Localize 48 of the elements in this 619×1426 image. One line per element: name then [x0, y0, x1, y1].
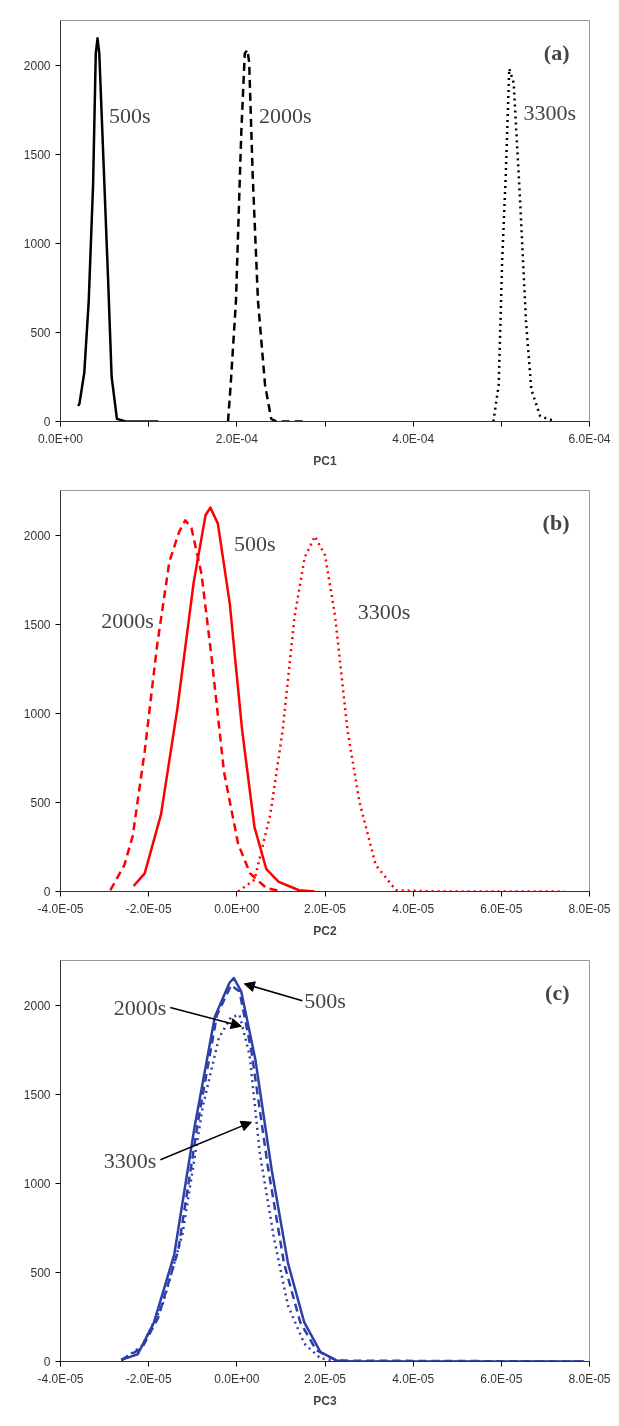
x-axis-title: PC2	[313, 923, 337, 938]
x-tick-label: 6.0E-04	[568, 431, 611, 446]
y-tick-label: 1000	[23, 1176, 51, 1191]
y-tick-label: 500	[30, 325, 51, 340]
annotation: 2000s	[113, 994, 167, 1020]
y-tick-label: 1500	[23, 1087, 51, 1102]
x-tick-label: 4.0E-05	[392, 1371, 435, 1386]
x-tick-label: 6.0E-05	[480, 901, 523, 916]
x-tick-label: -2.0E-05	[125, 901, 173, 916]
annotation: 2000s	[258, 103, 312, 129]
y-tick-label: 500	[30, 795, 51, 810]
annotation: 2000s	[101, 607, 154, 633]
annotation: (b)	[542, 510, 570, 535]
annotation: 3300s	[103, 1147, 157, 1173]
x-tick-label: 4.0E-04	[392, 431, 435, 446]
x-tick-label: 2.0E-04	[215, 431, 259, 446]
x-tick-label: 8.0E-05	[568, 901, 611, 916]
x-tick-label: -2.0E-05	[125, 1371, 173, 1386]
x-tick-label: 6.0E-05	[480, 1371, 523, 1386]
y-tick-label: 2000	[23, 58, 51, 73]
y-tick-label: 2000	[23, 998, 51, 1013]
y-tick-label: 1500	[23, 147, 51, 162]
x-tick-label: -4.0E-05	[37, 1371, 84, 1386]
x-tick-label: 0.0E+00	[214, 901, 260, 916]
x-tick-label: 2.0E-05	[303, 901, 347, 916]
annotation: 500s	[304, 988, 346, 1014]
x-tick-label: 4.0E-05	[392, 901, 435, 916]
annotation: (a)	[543, 40, 570, 65]
x-tick-label: -4.0E-05	[37, 901, 84, 916]
annotation: 3300s	[523, 99, 576, 125]
x-tick-label: 2.0E-05	[303, 1371, 347, 1386]
y-tick-label: 500	[30, 1265, 51, 1280]
y-tick-label: 1500	[23, 617, 51, 632]
annotation: (c)	[545, 980, 570, 1005]
x-tick-label: 0.0E+00	[214, 1371, 260, 1386]
annotation: 500s	[109, 103, 151, 129]
x-axis-title: PC3	[313, 1393, 337, 1408]
y-tick-label: 1000	[23, 236, 51, 251]
y-tick-label: 0	[43, 415, 51, 429]
x-tick-label: 8.0E-05	[568, 1371, 611, 1386]
annotation: 500s	[234, 530, 276, 556]
y-tick-label: 0	[43, 1355, 51, 1369]
y-tick-label: 1000	[23, 706, 51, 721]
x-tick-label: 0.0E+00	[37, 431, 84, 446]
annotation: 3300s	[357, 599, 411, 625]
y-tick-label: 0	[43, 885, 51, 899]
y-tick-label: 2000	[23, 528, 51, 543]
x-axis-title: PC1	[313, 453, 337, 468]
